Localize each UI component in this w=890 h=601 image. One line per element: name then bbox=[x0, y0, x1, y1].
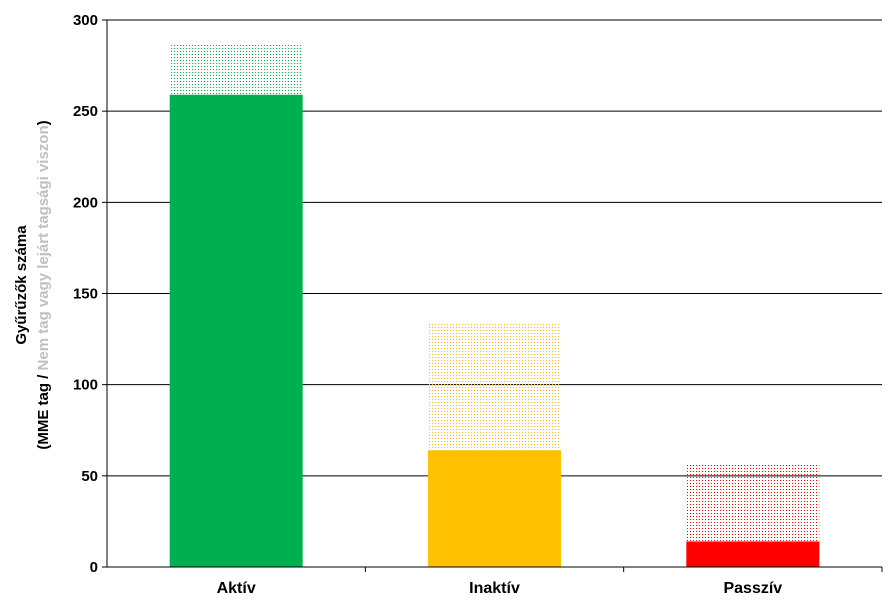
y-tick-label: 300 bbox=[73, 12, 98, 29]
bar-passzív-solid bbox=[686, 541, 820, 567]
y-axis-title-segment: (MME tag / bbox=[35, 370, 52, 449]
bar-aktív-solid bbox=[169, 94, 303, 568]
y-tick-label: 150 bbox=[73, 286, 98, 303]
x-category-label: Inaktív bbox=[469, 580, 520, 597]
y-tick-label: 250 bbox=[73, 103, 98, 120]
bar-passzív-dotted bbox=[686, 463, 820, 542]
bars bbox=[169, 43, 820, 568]
bar-inaktív-dotted bbox=[428, 322, 561, 451]
bar-inaktív-solid bbox=[428, 450, 561, 567]
y-tick-label: 0 bbox=[90, 559, 98, 576]
y-tick-label: 100 bbox=[73, 377, 98, 394]
y-axis-title-segment: ) bbox=[35, 120, 52, 125]
y-axis-title-segment: Nem tag vagy lejárt tagsági viszon bbox=[35, 125, 52, 370]
y-axis-title-line1: Gyűrűzők száma bbox=[13, 225, 30, 345]
y-tick-label: 200 bbox=[73, 194, 98, 211]
y-axis-title-line2: (MME tag / Nem tag vagy lejárt tagsági v… bbox=[35, 120, 52, 449]
x-category-label: Aktív bbox=[217, 580, 256, 597]
axes bbox=[102, 19, 883, 572]
y-tick-label: 50 bbox=[81, 468, 98, 485]
bar-aktív-dotted bbox=[169, 43, 303, 95]
labels: 0 50 100 150 200 250 300 Aktív Inaktív Passzív bbox=[73, 12, 782, 597]
x-category-label: Passzív bbox=[723, 580, 782, 597]
